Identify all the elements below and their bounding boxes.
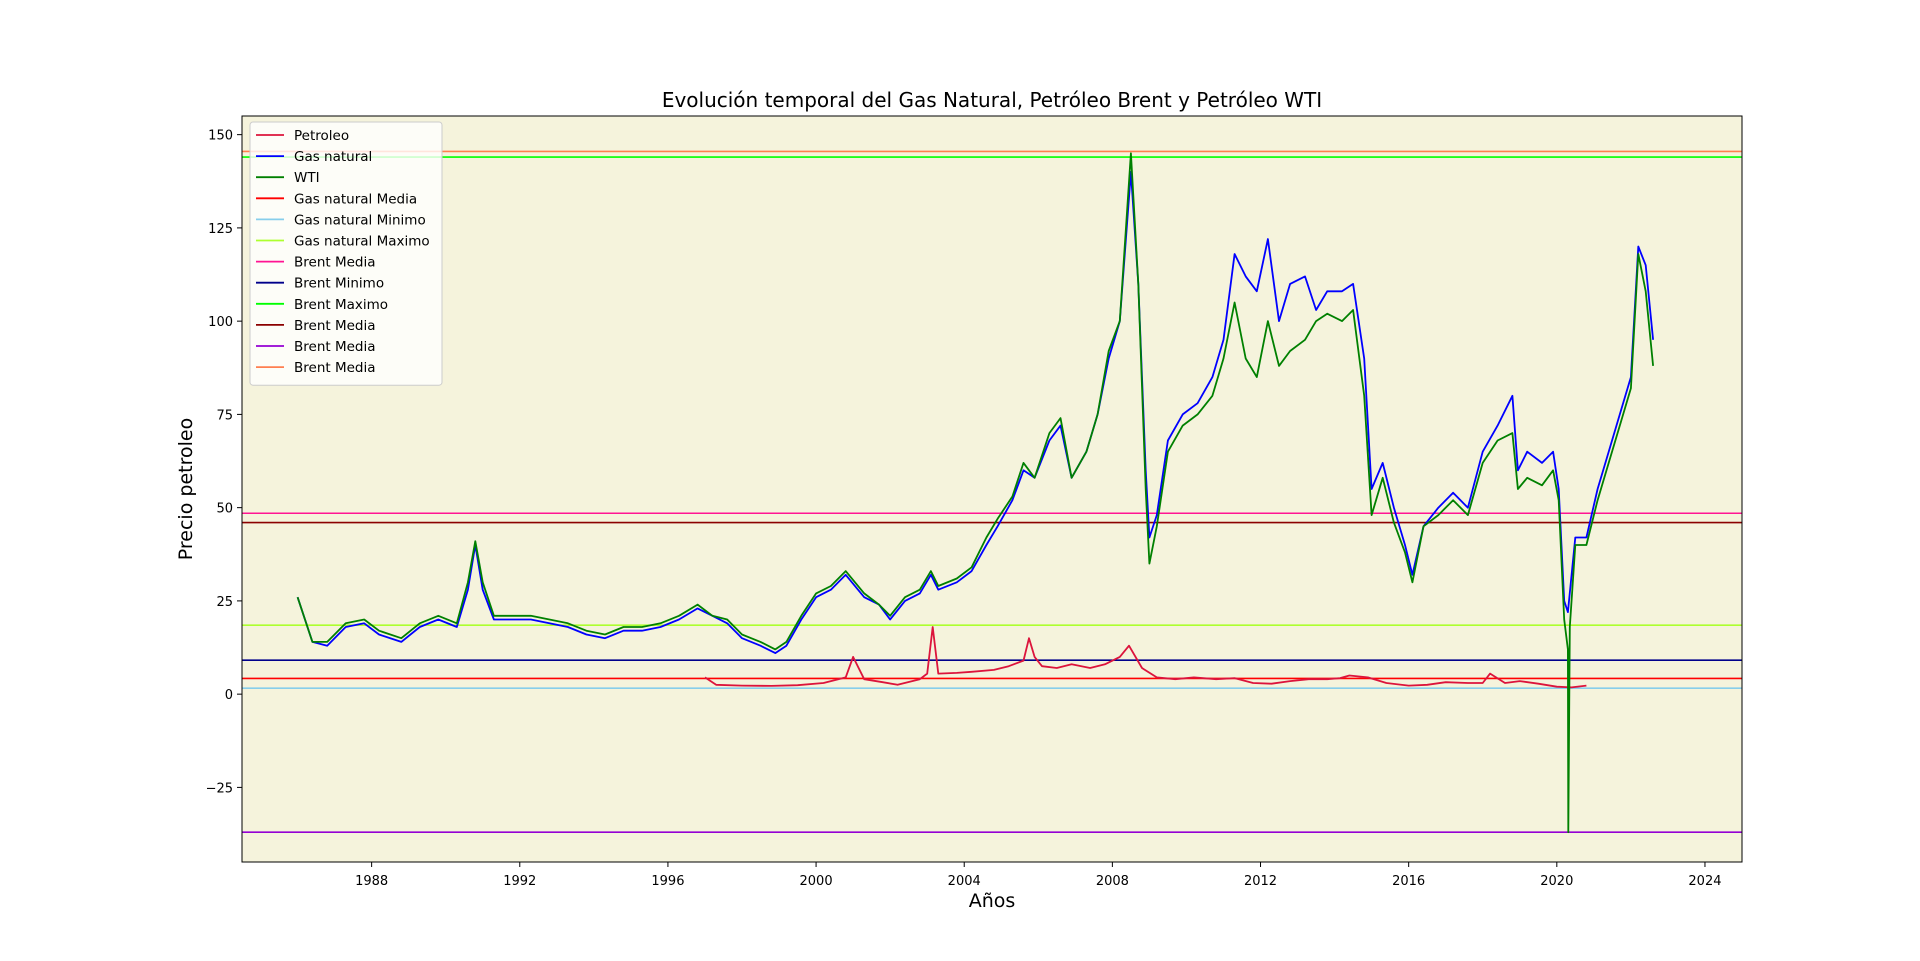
y-tick-label: 50 <box>216 502 233 517</box>
x-axis-label: Años <box>969 890 1016 912</box>
legend-label: Gas natural Media <box>294 191 417 207</box>
legend-box <box>249 121 443 386</box>
x-axis: 1988 1992 1996 2000 2004 2008 2012 2016 2020 2024 <box>355 862 1722 889</box>
y-axis-label: Precio petroleo <box>175 418 197 560</box>
series-line-2 <box>296 152 1654 834</box>
x-tick-label: 2008 <box>1096 874 1129 889</box>
reference-lines <box>242 150 1742 833</box>
y-tick-label: 0 <box>225 688 233 703</box>
x-tick-label: 1988 <box>355 874 388 889</box>
legend-label: Brent Media <box>294 318 376 334</box>
y-tick-label: 150 <box>208 129 233 144</box>
y-tick-label: 75 <box>216 408 233 423</box>
x-tick-label: 2016 <box>1392 874 1425 889</box>
legend-label: Gas natural <box>294 149 372 165</box>
plot-area <box>242 116 1742 862</box>
x-tick-label: 2000 <box>800 874 833 889</box>
x-tick-label: 2012 <box>1244 874 1277 889</box>
y-axis: −25 0 25 50 75 100 125 150 <box>206 129 242 796</box>
legend: Petroleo Gas natural WTI Gas natural Media G… <box>249 121 443 386</box>
x-tick-label: 1992 <box>503 874 536 889</box>
legend-label: Gas natural Minimo <box>294 212 426 228</box>
legend-label: Brent Maximo <box>294 297 388 313</box>
series-line-0 <box>704 626 1587 689</box>
legend-label: Brent Media <box>294 255 376 271</box>
y-tick-label: 125 <box>208 222 233 237</box>
chart-title: Evolución temporal del Gas Natural, Petr… <box>662 88 1322 112</box>
y-tick-label: −25 <box>206 781 233 796</box>
plot-frame <box>241 115 1743 863</box>
legend-label: Gas natural Maximo <box>294 234 430 250</box>
legend-label: Brent Media <box>294 360 376 376</box>
x-tick-label: 2004 <box>948 874 981 889</box>
x-tick-label: 2024 <box>1688 874 1721 889</box>
legend-label: WTI <box>294 170 320 186</box>
legend-label: Brent Media <box>294 339 376 355</box>
legend-label: Brent Minimo <box>294 276 384 292</box>
series-lines <box>296 152 1654 834</box>
y-tick-label: 100 <box>208 315 233 330</box>
y-tick-label: 25 <box>216 595 233 610</box>
x-tick-label: 1996 <box>651 874 684 889</box>
legend-label: Petroleo <box>294 128 349 144</box>
x-tick-label: 2020 <box>1540 874 1573 889</box>
